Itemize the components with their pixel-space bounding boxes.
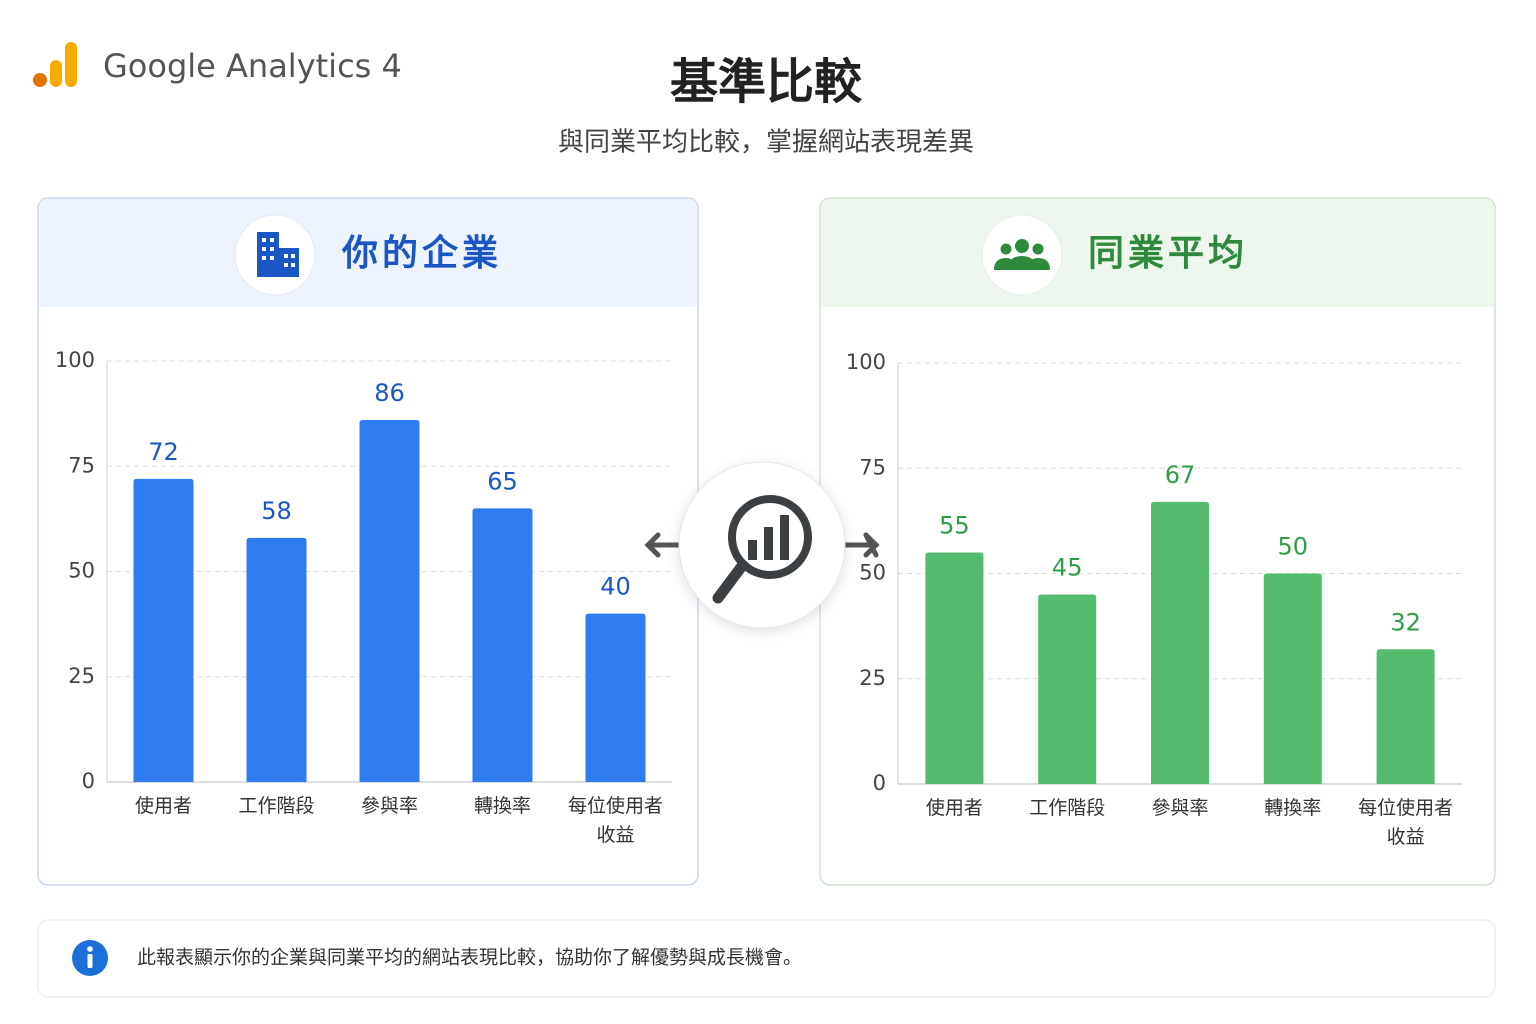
x-tick-label: 使用者 (925, 797, 983, 819)
x-tick-label: 工作階段 (1029, 797, 1106, 819)
value-label: 67 (1165, 461, 1196, 489)
x-tick-label-box: 每位使用者收益 (567, 795, 663, 846)
y-tick-label: 75 (68, 453, 95, 477)
x-tick-label-box: 參與率 (1151, 797, 1209, 819)
bar (1038, 594, 1097, 784)
y-tick-label: 0 (873, 771, 886, 795)
bar (1263, 573, 1322, 784)
x-tick-label-box: 轉換率 (473, 795, 531, 817)
building-icon (257, 232, 299, 277)
x-tick-label-box: 每位使用者收益 (1358, 797, 1454, 848)
page-title: 基準比較 (670, 54, 863, 110)
value-label: 55 (939, 511, 970, 539)
x-tick-label: 工作階段 (238, 795, 315, 817)
y-tick-label: 25 (859, 666, 886, 690)
brand: Google Analytics 4 (103, 47, 402, 85)
y-tick-label: 100 (846, 350, 886, 374)
value-label: 45 (1052, 554, 1083, 582)
x-tick-label: 每位使用者收益 (567, 795, 663, 846)
value-label: 72 (148, 438, 179, 466)
magnifier (712, 495, 812, 604)
y-tick-label: 50 (859, 561, 886, 585)
y-tick-label: 50 (68, 559, 95, 583)
bar (472, 508, 533, 782)
bar (925, 552, 984, 784)
logo (33, 42, 77, 87)
panel-title: 同業平均 (1088, 233, 1248, 274)
value-label: 32 (1390, 608, 1421, 636)
bar (585, 613, 646, 782)
y-tick-label: 0 (82, 769, 95, 793)
x-tick-label-box: 轉換率 (1264, 797, 1322, 819)
value-label: 40 (600, 573, 631, 601)
footer-note: 此報表顯示你的企業與同業平均的網站表現比較，協助你了解優勢與成長機會。 (137, 947, 802, 969)
value-label: 86 (374, 379, 405, 407)
value-label: 50 (1278, 533, 1309, 561)
value-label: 65 (487, 467, 518, 495)
y-tick-label: 75 (859, 455, 886, 479)
x-tick-label: 參與率 (1151, 797, 1209, 819)
bar (1151, 501, 1209, 784)
panel-title: 你的企業 (341, 232, 502, 274)
footer-box (37, 919, 1496, 998)
people-icon (994, 239, 1050, 270)
bar (246, 537, 307, 782)
y-tick-label: 100 (55, 348, 95, 372)
x-tick-label: 每位使用者收益 (1358, 797, 1454, 848)
bar (359, 419, 420, 782)
bar (1376, 649, 1435, 784)
x-tick-label: 轉換率 (1264, 797, 1322, 819)
value-label: 58 (261, 497, 292, 525)
x-tick-label-box: 工作階段 (238, 795, 315, 817)
x-tick-label: 轉換率 (473, 795, 531, 817)
x-tick-label: 參與率 (360, 795, 418, 817)
x-tick-label-box: 參與率 (360, 795, 418, 817)
x-tick-label-box: 使用者 (134, 795, 192, 817)
x-tick-label-box: 使用者 (925, 797, 983, 819)
x-tick-label-box: 工作階段 (1029, 797, 1106, 819)
x-tick-label: 使用者 (134, 795, 192, 817)
page-subtitle: 與同業平均比較，掌握網站表現差異 (558, 128, 974, 158)
y-tick-label: 25 (68, 664, 95, 688)
bar (133, 478, 194, 782)
